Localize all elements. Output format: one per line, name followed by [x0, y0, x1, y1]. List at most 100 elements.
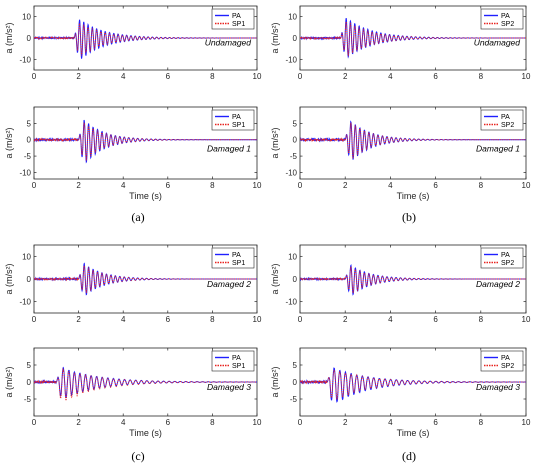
- y-tick-label: 10: [22, 252, 31, 261]
- panel-label: (a): [131, 210, 144, 224]
- legend-label: SP1: [232, 260, 245, 267]
- x-tick-label: 4: [121, 315, 126, 324]
- y-tick-label: -10: [285, 55, 297, 64]
- y-axis-label: a (m/s²): [270, 264, 280, 295]
- series-line-sp2: [300, 266, 526, 295]
- x-tick-label: 6: [166, 315, 171, 324]
- x-tick-label: 2: [76, 418, 81, 427]
- x-tick-label: 8: [479, 181, 484, 190]
- y-tick-label: 0: [27, 34, 32, 43]
- x-tick-label: 10: [253, 315, 262, 324]
- x-tick-label: 2: [343, 181, 348, 190]
- legend-label: SP2: [501, 122, 514, 129]
- series-line-sp2: [300, 20, 526, 57]
- x-tick-label: 6: [433, 418, 438, 427]
- y-axis-label: a (m/s²): [270, 128, 280, 159]
- x-tick-label: 2: [76, 72, 81, 81]
- y-tick-label: -10: [285, 298, 297, 307]
- y-axis-label: a (m/s²): [4, 128, 14, 159]
- legend-label: SP2: [501, 363, 514, 370]
- x-tick-label: 0: [32, 181, 37, 190]
- y-axis-label: a (m/s²): [4, 23, 14, 54]
- series-line-sp1: [34, 122, 257, 161]
- y-tick-label: 5: [293, 361, 298, 370]
- series-line-sp1: [34, 21, 257, 56]
- y-tick-label: -5: [290, 395, 298, 404]
- x-tick-label: 6: [433, 72, 438, 81]
- y-tick-label: 10: [22, 13, 31, 22]
- x-tick-label: 0: [298, 418, 303, 427]
- legend-label: PA: [232, 114, 241, 121]
- y-tick-label: 0: [293, 275, 298, 284]
- condition-annotation: Damaged 1: [207, 144, 251, 154]
- series-line-sp2: [300, 369, 526, 401]
- x-tick-label: 4: [388, 315, 393, 324]
- legend-label: PA: [232, 252, 241, 259]
- x-axis-label: Time (s): [397, 191, 430, 201]
- x-tick-label: 4: [121, 181, 126, 190]
- y-tick-label: 10: [288, 252, 297, 261]
- y-tick-label: 5: [27, 361, 32, 370]
- x-tick-label: 2: [343, 418, 348, 427]
- y-tick-label: -5: [24, 152, 32, 161]
- x-tick-label: 10: [253, 72, 262, 81]
- x-tick-label: 8: [210, 418, 215, 427]
- y-tick-label: 5: [293, 119, 298, 128]
- x-tick-label: 10: [522, 418, 531, 427]
- x-tick-label: 2: [343, 315, 348, 324]
- x-axis-label: Time (s): [397, 428, 430, 438]
- x-tick-label: 8: [479, 72, 484, 81]
- legend-label: PA: [501, 114, 510, 121]
- x-tick-label: 0: [32, 418, 37, 427]
- legend-label: PA: [501, 355, 510, 362]
- x-tick-label: 10: [522, 315, 531, 324]
- y-tick-label: 0: [293, 378, 298, 387]
- x-tick-label: 10: [253, 181, 262, 190]
- series-line-sp1: [34, 265, 257, 293]
- x-tick-label: 4: [121, 418, 126, 427]
- condition-annotation: Undamaged: [205, 38, 252, 48]
- x-axis-label: Time (s): [129, 191, 162, 201]
- x-tick-label: 0: [32, 72, 37, 81]
- legend-label: SP1: [232, 122, 245, 129]
- y-tick-label: -10: [19, 298, 31, 307]
- legend-label: PA: [232, 355, 241, 362]
- x-tick-label: 6: [433, 181, 438, 190]
- condition-annotation: Damaged 2: [207, 279, 251, 289]
- x-tick-label: 2: [343, 72, 348, 81]
- x-tick-label: 2: [76, 181, 81, 190]
- legend-label: PA: [232, 13, 241, 20]
- x-tick-label: 2: [76, 315, 81, 324]
- legend-label: SP2: [501, 21, 514, 28]
- x-tick-label: 4: [388, 181, 393, 190]
- x-tick-label: 6: [166, 181, 171, 190]
- x-tick-label: 6: [433, 315, 438, 324]
- x-tick-label: 0: [298, 181, 303, 190]
- legend-label: PA: [501, 252, 510, 259]
- x-tick-label: 8: [479, 315, 484, 324]
- condition-annotation: Damaged 1: [476, 144, 520, 154]
- y-axis-label: a (m/s²): [270, 367, 280, 398]
- y-tick-label: -10: [19, 55, 31, 64]
- y-axis-label: a (m/s²): [4, 264, 14, 295]
- x-tick-label: 8: [210, 315, 215, 324]
- condition-annotation: Damaged 3: [207, 382, 251, 392]
- x-tick-label: 0: [298, 315, 303, 324]
- x-tick-label: 10: [522, 181, 531, 190]
- legend-label: SP1: [232, 363, 245, 370]
- y-tick-label: 0: [27, 136, 32, 145]
- panel-label: (b): [402, 210, 416, 224]
- x-tick-label: 8: [210, 181, 215, 190]
- y-tick-label: 5: [27, 119, 32, 128]
- y-tick-label: 0: [293, 136, 298, 145]
